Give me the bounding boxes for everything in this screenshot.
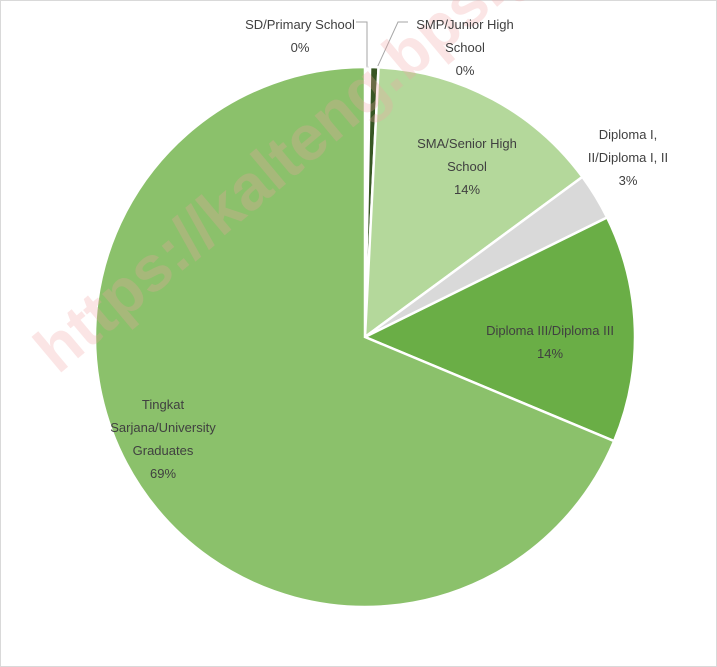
category-label: SMA/Senior High School <box>417 136 517 174</box>
value-label: 0% <box>290 40 310 55</box>
category-label: Diploma III/Diploma III <box>486 323 614 338</box>
category-label: SD/Primary School <box>245 17 355 32</box>
value-label: 69% <box>149 466 177 481</box>
value-label: 14% <box>453 182 481 197</box>
slice-label: SD/Primary School 0% <box>230 13 370 59</box>
leader-line <box>375 21 408 71</box>
value-label: 3% <box>618 173 638 188</box>
category-label: SMP/Junior High School <box>416 17 514 55</box>
slice-label: Diploma I, II/Diploma I, II 3% <box>573 123 683 192</box>
slice-label: SMP/Junior High School 0% <box>405 13 525 82</box>
pie-slice <box>93 65 616 609</box>
slice-label: Tingkat Sarjana/University Graduates 69% <box>101 393 226 485</box>
pie-slice <box>361 215 637 443</box>
value-label: 14% <box>536 346 564 361</box>
slice-label: Diploma III/Diploma III 14% <box>480 319 620 365</box>
slice-label: SMA/Senior High School 14% <box>407 132 527 201</box>
category-label: Tingkat Sarjana/University Graduates <box>110 397 216 458</box>
leader-line <box>356 21 368 70</box>
category-label: Diploma I, II/Diploma I, II <box>587 127 669 165</box>
value-label: 0% <box>455 63 475 78</box>
pie-slice <box>363 66 585 340</box>
